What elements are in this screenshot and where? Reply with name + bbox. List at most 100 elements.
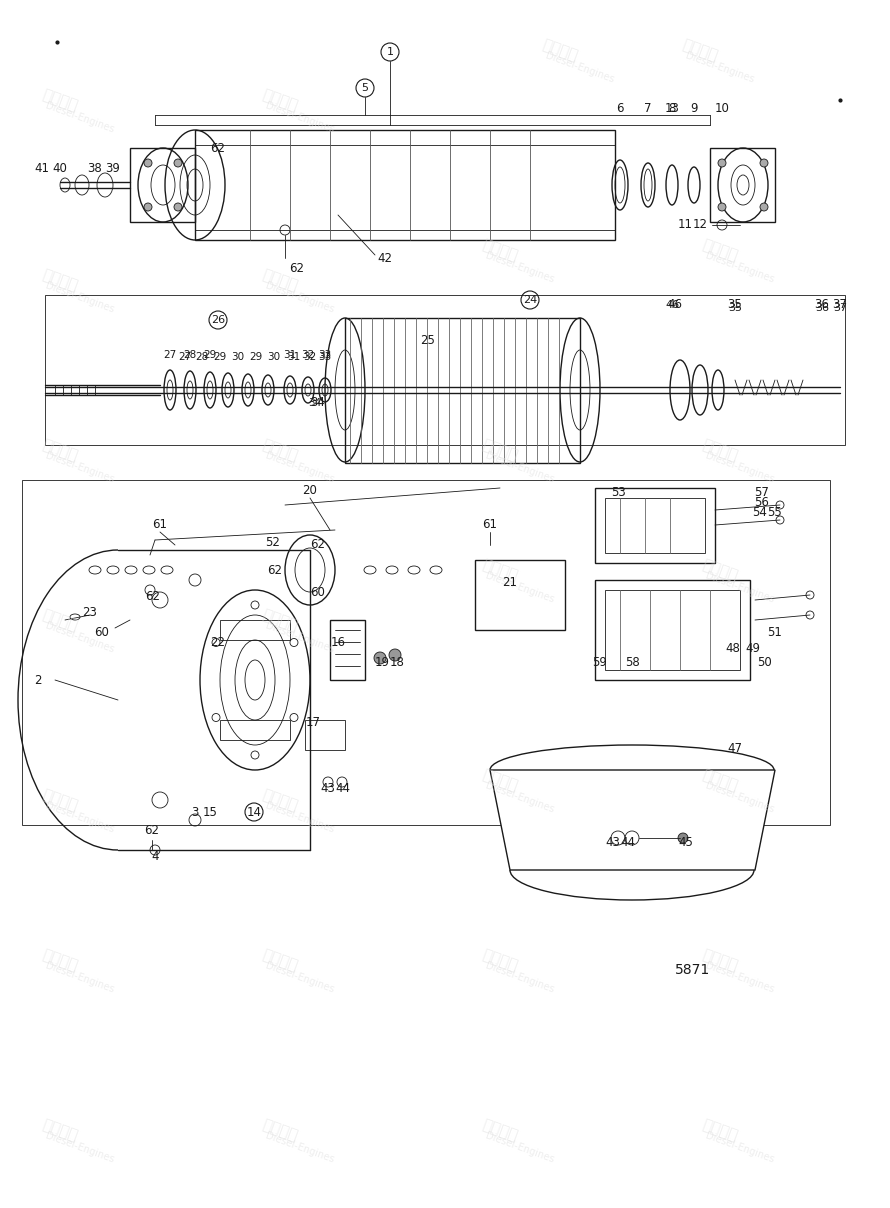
Text: 紫发动力: 紫发动力 [260,786,300,813]
Text: Diesel-Engines: Diesel-Engines [264,101,336,135]
Text: Diesel-Engines: Diesel-Engines [684,51,756,85]
Text: 紫发动力: 紫发动力 [481,237,520,263]
Text: 紫发动力: 紫发动力 [700,237,740,263]
Text: 15: 15 [203,806,217,819]
Text: 40: 40 [53,162,68,174]
Bar [605,590,740,670]
Bar [22,480,830,825]
Text: 4: 4 [151,850,158,864]
Text: 32: 32 [302,350,315,360]
Text: 54: 54 [753,505,767,518]
Text: 2: 2 [34,674,42,686]
Text: 10: 10 [715,101,730,115]
Text: 29: 29 [204,350,216,360]
Text: 61: 61 [482,517,498,530]
Text: 60: 60 [94,626,109,639]
Ellipse shape [760,203,768,211]
Text: 紫发动力: 紫发动力 [700,1116,740,1143]
Text: Diesel-Engines: Diesel-Engines [264,451,336,486]
Text: Diesel-Engines: Diesel-Engines [264,1131,336,1165]
Text: 紫发动力: 紫发动力 [700,947,740,974]
Text: 紫发动力: 紫发动力 [260,947,300,974]
Text: Diesel-Engines: Diesel-Engines [44,960,116,995]
Text: 27: 27 [178,352,191,362]
Bar [710,149,775,222]
Text: Diesel-Engines: Diesel-Engines [44,801,116,835]
Ellipse shape [374,652,386,664]
Text: 8: 8 [668,101,676,115]
Text: 58: 58 [625,656,639,669]
Text: 紫发动力: 紫发动力 [481,557,520,583]
Text: 30: 30 [231,352,245,362]
Text: 紫发动力: 紫发动力 [40,606,80,633]
Text: 紫发动力: 紫发动力 [40,786,80,813]
Bar [345,318,580,463]
Text: 紫发动力: 紫发动力 [260,1116,300,1143]
Text: 36: 36 [814,298,829,312]
Text: 62: 62 [289,261,304,274]
Bar [595,580,750,680]
Text: 31: 31 [283,350,296,360]
Text: 52: 52 [265,535,280,548]
Text: Diesel-Engines: Diesel-Engines [484,251,555,285]
Text: 21: 21 [503,576,517,590]
Text: 37: 37 [833,303,847,313]
Text: Diesel-Engines: Diesel-Engines [44,621,116,655]
Text: Diesel-Engines: Diesel-Engines [44,281,116,315]
Bar [605,498,705,553]
Text: 41: 41 [35,162,50,174]
Bar [475,561,565,631]
Text: 62: 62 [144,824,159,836]
Text: 5871: 5871 [676,963,710,977]
Text: 紫发动力: 紫发动力 [40,267,80,294]
Text: 34: 34 [311,395,326,408]
Text: 30: 30 [267,352,280,362]
Text: Diesel-Engines: Diesel-Engines [484,1131,555,1165]
Text: 18: 18 [390,656,404,668]
Text: Diesel-Engines: Diesel-Engines [704,960,776,995]
Text: 60: 60 [311,586,326,598]
Text: Diesel-Engines: Diesel-Engines [704,251,776,285]
Polygon shape [490,769,775,870]
Text: 55: 55 [767,505,782,518]
Text: 62: 62 [268,563,282,576]
Text: 59: 59 [593,656,608,669]
Ellipse shape [144,203,152,211]
Text: 22: 22 [211,637,225,650]
Text: 48: 48 [725,641,740,655]
Text: 43: 43 [320,782,336,795]
Text: 1: 1 [386,47,393,57]
Text: Diesel-Engines: Diesel-Engines [264,960,336,995]
Text: 12: 12 [692,219,708,232]
Text: 43: 43 [605,836,620,849]
Text: 44: 44 [620,836,635,849]
Text: Diesel-Engines: Diesel-Engines [545,51,616,85]
Text: Diesel-Engines: Diesel-Engines [704,571,776,605]
Text: 13: 13 [665,101,679,115]
Text: 51: 51 [767,627,782,639]
Text: 26: 26 [211,315,225,325]
Text: 29: 29 [249,352,263,362]
Text: 28: 28 [183,350,197,360]
Text: 20: 20 [303,483,318,496]
Text: 25: 25 [421,333,435,347]
Text: 紫发动力: 紫发动力 [40,437,80,464]
Text: 46: 46 [668,298,683,312]
Text: Diesel-Engines: Diesel-Engines [704,451,776,486]
Text: 紫发动力: 紫发动力 [260,267,300,294]
Text: Diesel-Engines: Diesel-Engines [44,451,116,486]
Text: Diesel-Engines: Diesel-Engines [484,571,555,605]
Text: 36: 36 [815,303,829,313]
Text: Diesel-Engines: Diesel-Engines [484,780,555,815]
Text: 23: 23 [83,606,97,620]
Text: 33: 33 [319,350,332,360]
Text: 28: 28 [196,352,208,362]
Ellipse shape [718,203,726,211]
Text: 34: 34 [308,397,321,408]
Bar [220,720,290,741]
Bar [330,620,365,680]
Text: 3: 3 [191,806,198,819]
Text: 62: 62 [145,591,160,604]
Text: Diesel-Engines: Diesel-Engines [484,451,555,486]
Text: 24: 24 [523,295,538,304]
